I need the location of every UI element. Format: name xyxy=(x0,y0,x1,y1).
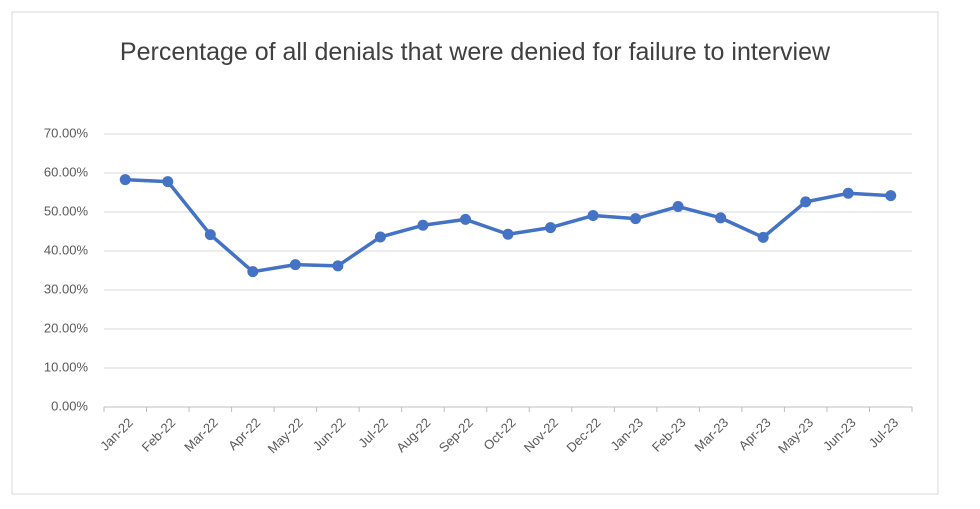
y-tick-label: 60.00% xyxy=(44,164,89,179)
x-tick-label: Nov-22 xyxy=(521,415,561,455)
x-tick-label: Jun-22 xyxy=(310,415,349,454)
x-tick-label: Dec-22 xyxy=(563,415,603,455)
x-tick-label: May-22 xyxy=(265,415,306,456)
x-tick-label: Sep-22 xyxy=(436,415,476,455)
y-tick-label: 0.00% xyxy=(51,398,88,413)
x-tick-label: May-23 xyxy=(775,415,816,456)
y-tick-label: 30.00% xyxy=(44,281,89,296)
data-point xyxy=(289,259,301,271)
x-tick-label: Feb-23 xyxy=(649,415,689,455)
data-point xyxy=(119,174,131,186)
data-point xyxy=(842,187,854,199)
data-point xyxy=(332,260,344,272)
data-point xyxy=(459,213,471,225)
data-point xyxy=(757,231,769,243)
y-tick-label: 10.00% xyxy=(44,359,89,374)
x-tick-label: Jan-23 xyxy=(607,415,646,454)
y-tick-label: 20.00% xyxy=(44,320,89,335)
data-point xyxy=(545,222,557,234)
x-tick-label: Mar-23 xyxy=(691,415,731,455)
data-line xyxy=(125,177,891,274)
data-point xyxy=(502,228,514,240)
data-point xyxy=(587,210,599,222)
x-tick-label: Aug-22 xyxy=(393,415,433,455)
chart-title: Percentage of all denials that were deni… xyxy=(119,38,831,66)
x-tick-label: Jul-23 xyxy=(866,415,902,451)
data-point xyxy=(162,176,174,188)
data-point xyxy=(630,213,642,225)
data-point xyxy=(800,196,812,208)
data-point xyxy=(374,231,386,243)
y-tick-label: 50.00% xyxy=(44,203,89,218)
data-point xyxy=(885,190,897,202)
y-tick-label: 70.00% xyxy=(44,125,89,140)
y-tick-label: 40.00% xyxy=(44,242,89,257)
data-point xyxy=(715,212,727,224)
x-tick-label: Apr-23 xyxy=(736,415,774,453)
data-point xyxy=(247,266,259,278)
x-tick-label: Apr-22 xyxy=(225,415,263,453)
x-tick-label: Jun-23 xyxy=(820,415,859,454)
data-point xyxy=(417,219,429,231)
data-point xyxy=(204,229,216,241)
data-point xyxy=(672,201,684,213)
x-tick-label: Feb-22 xyxy=(139,415,179,455)
x-tick-label: Jan-22 xyxy=(97,415,136,454)
x-tick-label: Oct-22 xyxy=(480,415,518,453)
x-tick-label: Mar-22 xyxy=(181,415,221,455)
x-tick-label: Jul-22 xyxy=(355,415,391,451)
chart-border xyxy=(11,11,939,495)
